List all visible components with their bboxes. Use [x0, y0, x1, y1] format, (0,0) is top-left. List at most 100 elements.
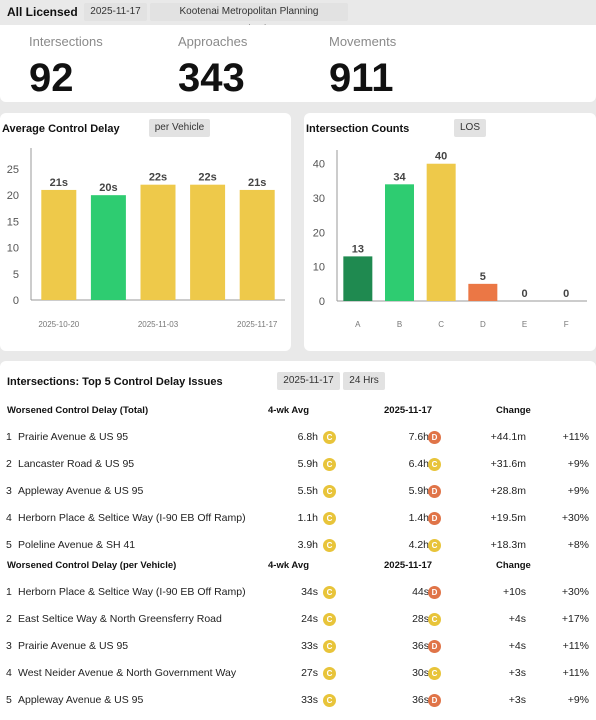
table-row[interactable]: 5 Poleline Avenue & SH 41 3.9h 4.2h +18.3m +8…	[0, 532, 596, 559]
delay-change: +4s	[508, 640, 526, 652]
x-tick-label: C	[438, 320, 444, 329]
intersection-name: West Neider Avenue & North Government Wa…	[18, 667, 237, 679]
table-row[interactable]: 4 West Neider Avenue & North Government W…	[0, 660, 596, 687]
y-tick-label: 25	[7, 164, 19, 176]
avg-delay: 1.1h	[297, 512, 318, 524]
current-delay: 5.9h	[408, 485, 429, 497]
current-los-badge: D	[428, 694, 441, 707]
data-label: 0	[563, 288, 569, 300]
intersection-name: Appleway Avenue & US 95	[18, 694, 144, 706]
top5-title: Intersections: Top 5 Control Delay Issue…	[7, 376, 223, 388]
current-delay: 28s	[412, 613, 429, 625]
data-label: 21s	[248, 177, 266, 189]
intersection-name: Prairie Avenue & US 95	[18, 640, 129, 652]
current-delay: 6.4h	[408, 458, 429, 470]
avg-los-badge: C	[323, 458, 336, 471]
current-los-badge: C	[428, 667, 441, 680]
delay-bar-chart: 0 5 10 15 20 25 21s 2025-10-20 20s 22s 2025-11-03 2…	[7, 148, 285, 329]
avg-delay: 5.9h	[297, 458, 318, 470]
delay-change: +10s	[502, 586, 526, 598]
table-row[interactable]: 4 Herborn Place & Seltice Way (I-90 EB Of…	[0, 505, 596, 532]
current-delay: 7.6h	[408, 431, 429, 443]
bar	[140, 184, 176, 300]
x-tick-label: 2025-10-20	[38, 320, 79, 329]
percent-change: +9%	[567, 694, 589, 706]
current-los-badge: D	[428, 485, 441, 498]
date-filter-pill[interactable]: 2025-11-17	[84, 3, 147, 21]
table-row[interactable]: 3 Prairie Avenue & US 95 33s 36s +4s +11% C D	[0, 633, 596, 660]
percent-change: +11%	[562, 640, 589, 652]
y-tick-label: 20	[313, 227, 325, 239]
avg-delay: 3.9h	[297, 539, 318, 551]
bar	[190, 184, 226, 300]
avg-los-badge: C	[323, 613, 336, 626]
top5-range-pill[interactable]: 24 Hrs	[343, 372, 385, 390]
x-tick-label: E	[522, 320, 527, 329]
x-tick-label: 2025-11-03	[138, 320, 179, 329]
table-row[interactable]: 2 East Seltice Way & North Greensferry Ro…	[0, 606, 596, 633]
rank: 4	[6, 667, 12, 679]
delay-change: +31.6m	[490, 458, 526, 470]
movements-label: Movements	[329, 34, 397, 49]
avg-header: 4-wk Avg	[268, 405, 310, 416]
rank: 2	[6, 613, 12, 625]
table-row[interactable]: 2 Lancaster Road & US 95 5.9h 6.4h +31.6m +9%…	[0, 451, 596, 478]
bar	[385, 184, 414, 301]
data-label: 22s	[198, 172, 216, 184]
data-label: 20s	[99, 182, 117, 194]
table-row[interactable]: 5 Appleway Avenue & US 95 33s 36s +3s +9% C D	[0, 687, 596, 714]
current-los-badge: C	[428, 539, 441, 552]
metric-header: Worsened Control Delay (per Vehicle)	[7, 560, 177, 571]
x-tick-label: F	[564, 320, 569, 329]
top5-date-pill[interactable]: 2025-11-17	[277, 372, 340, 390]
delay-change: +4s	[508, 613, 526, 625]
x-tick-label: 2025-11-17	[237, 320, 278, 329]
current-delay: 44s	[412, 586, 429, 598]
bar	[426, 163, 456, 301]
avg-los-badge: C	[323, 640, 336, 653]
avg-los-badge: C	[323, 485, 336, 498]
bar	[239, 189, 275, 300]
summary-stats-panel: Intersections 92 Approaches 343 Movement…	[0, 25, 596, 102]
counts-bar-chart: 0 10 20 30 40 13 A 34 B 40 C 5 D 0 E 0 F	[313, 150, 587, 329]
organization-filter-pill[interactable]: Kootenai Metropolitan Planning Organizat…	[150, 3, 348, 35]
percent-change: +30%	[561, 586, 589, 598]
bar	[90, 195, 126, 300]
avg-los-badge: C	[323, 586, 336, 599]
table-row[interactable]: 1 Prairie Avenue & US 95 6.8h 7.6h +44.1m +11…	[0, 424, 596, 451]
avg-delay: 6.8h	[297, 431, 318, 443]
los-pill[interactable]: LOS	[454, 119, 486, 137]
y-tick-label: 15	[7, 216, 19, 228]
y-tick-label: 0	[319, 296, 325, 308]
y-tick-label: 10	[7, 243, 19, 255]
avg-los-badge: C	[323, 667, 336, 680]
x-tick-label: D	[480, 320, 486, 329]
delay-change: +19.5m	[490, 512, 526, 524]
data-label: 5	[480, 271, 486, 283]
percent-change: +11%	[562, 667, 589, 679]
intersections-count: 92	[29, 56, 74, 100]
current-los-badge: C	[428, 613, 441, 626]
per-vehicle-pill[interactable]: per Vehicle	[149, 119, 210, 137]
current-delay: 36s	[412, 694, 429, 706]
avg-los-badge: C	[323, 694, 336, 707]
percent-change: +17%	[561, 613, 589, 625]
intersection-name: Lancaster Road & US 95	[18, 458, 135, 470]
approaches-label: Approaches	[178, 34, 248, 49]
table-row[interactable]: 3 Appleway Avenue & US 95 5.5h 5.9h +28.8m +9…	[0, 478, 596, 505]
rank: 5	[6, 694, 12, 706]
intersection-name: Prairie Avenue & US 95	[18, 431, 129, 443]
intersection-name: Herborn Place & Seltice Way (I-90 EB Off…	[18, 586, 246, 598]
current-los-badge: D	[428, 512, 441, 525]
table-row[interactable]: 1 Herborn Place & Seltice Way (I-90 EB Of…	[0, 579, 596, 606]
rank: 3	[6, 640, 12, 652]
rank: 4	[6, 512, 12, 524]
rank: 5	[6, 539, 12, 551]
metric-header: Worsened Control Delay (Total)	[7, 405, 149, 416]
avg-header: 4-wk Avg	[268, 560, 310, 571]
y-tick-label: 5	[13, 269, 19, 281]
rank: 3	[6, 485, 12, 497]
avg-los-badge: C	[323, 431, 336, 444]
bar	[343, 256, 373, 301]
y-tick-label: 10	[313, 262, 325, 274]
